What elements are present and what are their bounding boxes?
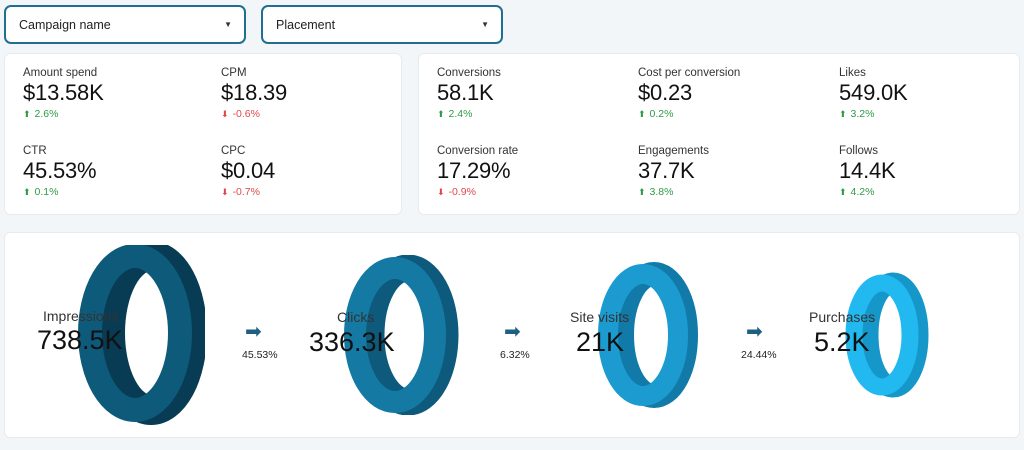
funnel-stage-site-visits: Site visits 21K — [565, 261, 705, 411]
metric-delta: ⬇ -0.7% — [221, 186, 275, 198]
metric-delta: ⬆ 3.2% — [839, 108, 908, 120]
stage-value: 738.5K — [37, 325, 123, 355]
stage-value: 336.3K — [309, 327, 395, 357]
stage-label: Clicks — [337, 309, 375, 325]
arrow-up-icon: ⬆ — [638, 186, 646, 197]
conversion-rate: 45.53% — [242, 349, 278, 361]
arrow-right-icon: ➡ — [504, 321, 521, 343]
delta-value: -0.9% — [448, 186, 476, 198]
metric-cpc: CPC $0.04 ⬇ -0.7% — [221, 145, 275, 198]
metric-label: Engagements — [638, 145, 709, 157]
metric-value: 37.7K — [638, 158, 695, 183]
stage-value: 21K — [576, 327, 625, 357]
ring-shape — [598, 262, 698, 408]
placement-label: Placement — [276, 17, 336, 32]
funnel-card: Impressions 738.5K ➡ 45.53% Clicks 336.3… — [4, 232, 1020, 438]
arrow-right-icon: ➡ — [245, 321, 262, 343]
metric-value: 14.4K — [839, 158, 896, 183]
metric-label: Amount spend — [23, 67, 98, 79]
arrow-up-icon: ⬆ — [23, 186, 31, 197]
metric-value: $0.23 — [638, 80, 693, 105]
conversion-rate: 24.44% — [741, 349, 777, 361]
delta-value: 0.1% — [34, 186, 59, 198]
metric-cpm: CPM $18.39 ⬇ -0.6% — [221, 67, 287, 120]
metric-delta: ⬆ 0.2% — [638, 108, 740, 120]
funnel-stage-clicks: Clicks 336.3K — [305, 255, 465, 415]
stage-label: Purchases — [809, 309, 876, 325]
metric-follows: Follows 14.4K ⬆ 4.2% — [839, 145, 896, 198]
delta-value: 3.2% — [850, 108, 875, 120]
metric-label: Conversions — [437, 67, 501, 79]
campaign-name-label: Campaign name — [19, 17, 111, 32]
arrow-up-icon: ⬆ — [23, 108, 31, 119]
metric-conversions: Conversions 58.1K ⬆ 2.4% — [437, 67, 501, 120]
metric-value: $13.58K — [23, 80, 104, 105]
metric-value: 17.29% — [437, 158, 511, 183]
metric-amount-spend: Amount spend $13.58K ⬆ 2.6% — [23, 67, 104, 120]
metric-ctr: CTR 45.53% ⬆ 0.1% — [23, 145, 97, 198]
chevron-down-icon: ▼ — [224, 20, 232, 29]
arrow-up-icon: ⬆ — [638, 108, 646, 119]
spend-metrics-card: Amount spend $13.58K ⬆ 2.6% CPM $18.39 ⬇ -… — [4, 53, 402, 215]
ring-shape — [845, 272, 929, 398]
metric-likes: Likes 549.0K ⬆ 3.2% — [839, 67, 908, 120]
delta-value: -0.6% — [232, 108, 260, 120]
funnel-stage-impressions: Impressions 738.5K — [35, 245, 205, 425]
arrow-up-icon: ⬆ — [839, 108, 847, 119]
metric-cost-per-conversion: Cost per conversion $0.23 ⬆ 0.2% — [638, 67, 740, 120]
delta-value: 2.4% — [448, 108, 473, 120]
funnel-stage-purchases: Purchases 5.2K — [805, 271, 935, 401]
metric-delta: ⬇ -0.9% — [437, 186, 518, 198]
metric-value: $18.39 — [221, 80, 288, 105]
arrow-right-icon: ➡ — [746, 321, 763, 343]
arrow-up-icon: ⬆ — [839, 186, 847, 197]
delta-value: 2.6% — [34, 108, 59, 120]
delta-value: 0.2% — [649, 108, 674, 120]
arrow-up-icon: ⬆ — [437, 108, 445, 119]
metric-delta: ⬆ 2.4% — [437, 108, 501, 120]
metric-engagements: Engagements 37.7K ⬆ 3.8% — [638, 145, 709, 198]
stage-label: Site visits — [570, 309, 630, 325]
metric-label: Conversion rate — [437, 145, 519, 157]
ring-shape — [78, 245, 205, 425]
metric-value: 549.0K — [839, 80, 908, 105]
stage-label: Impressions — [43, 308, 119, 324]
arrow-down-icon: ⬇ — [221, 186, 229, 197]
metric-conversion-rate: Conversion rate 17.29% ⬇ -0.9% — [437, 145, 518, 198]
metric-label: Follows — [839, 145, 878, 157]
metric-label: CTR — [23, 145, 47, 157]
arrow-down-icon: ⬇ — [221, 108, 229, 119]
delta-value: 3.8% — [649, 186, 674, 198]
conversion-metrics-card: Conversions 58.1K ⬆ 2.4% Cost per convers… — [418, 53, 1020, 215]
metric-delta: ⬆ 4.2% — [839, 186, 896, 198]
metric-label: CPC — [221, 145, 246, 157]
chevron-down-icon: ▼ — [481, 20, 489, 29]
delta-value: 4.2% — [850, 186, 875, 198]
metric-label: CPM — [221, 67, 247, 79]
metric-value: $0.04 — [221, 158, 276, 183]
placement-dropdown[interactable]: Placement ▼ — [261, 5, 503, 44]
metric-delta: ⬆ 2.6% — [23, 108, 104, 120]
campaign-name-dropdown[interactable]: Campaign name ▼ — [4, 5, 246, 44]
metric-delta: ⬆ 3.8% — [638, 186, 709, 198]
metric-value: 45.53% — [23, 158, 97, 183]
metric-label: Cost per conversion — [638, 67, 741, 79]
ring-shape — [344, 255, 459, 415]
delta-value: -0.7% — [232, 186, 260, 198]
metric-delta: ⬇ -0.6% — [221, 108, 287, 120]
metric-delta: ⬆ 0.1% — [23, 186, 96, 198]
metric-value: 58.1K — [437, 80, 494, 105]
conversion-rate: 6.32% — [500, 349, 530, 361]
stage-value: 5.2K — [814, 327, 870, 357]
arrow-down-icon: ⬇ — [437, 186, 445, 197]
metric-label: Likes — [839, 67, 866, 79]
